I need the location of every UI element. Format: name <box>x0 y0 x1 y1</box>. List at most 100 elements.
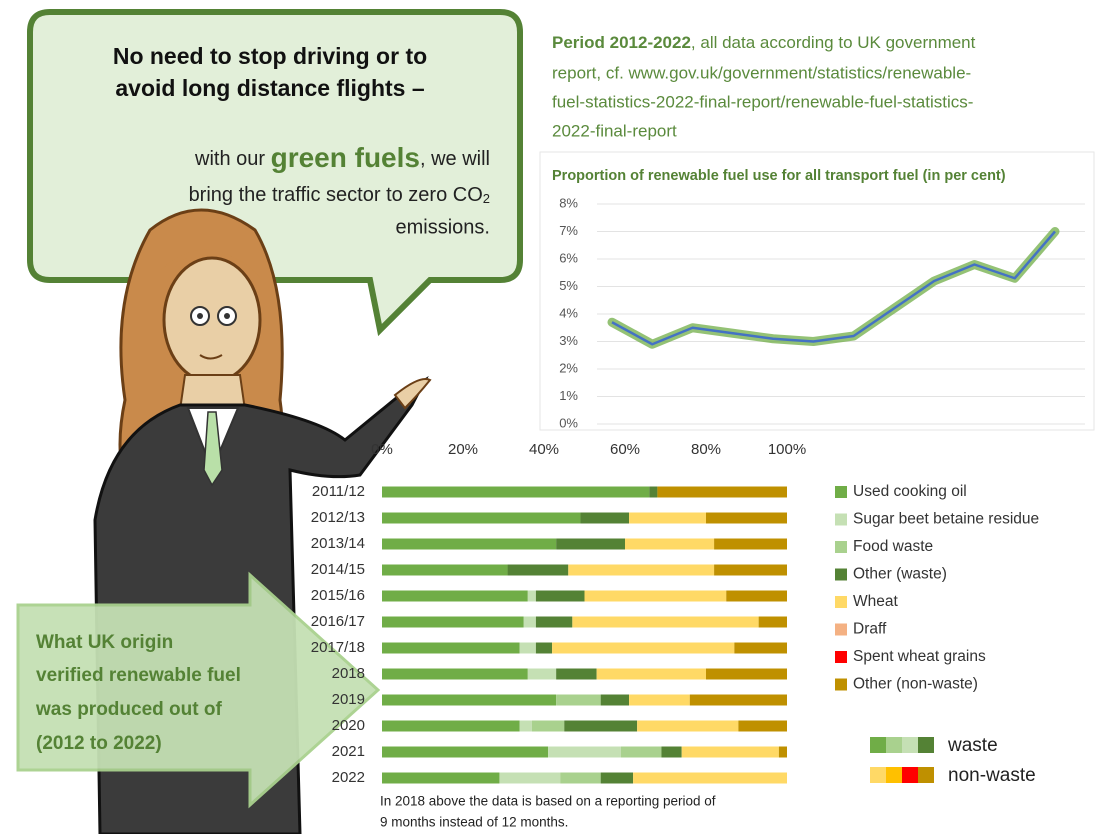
bar-segment <box>536 617 572 628</box>
y-tick-label: 2013/14 <box>311 535 365 552</box>
legend-swatch <box>835 541 847 553</box>
x-tick-label: 40% <box>529 441 559 458</box>
bubble-text: bring the traffic sector to zero CO <box>189 184 483 206</box>
bar-segment <box>601 695 629 706</box>
bar-segment <box>633 773 787 784</box>
bar-segment <box>556 669 597 680</box>
y-tick-label: 2019 <box>332 691 365 708</box>
bar-segment <box>629 695 690 706</box>
note-lead: Period 2012-2022 <box>552 33 691 52</box>
bar-segment <box>382 669 528 680</box>
legend-label: Other (waste) <box>853 566 947 583</box>
bar-segment <box>556 695 601 706</box>
bar-segment <box>706 669 787 680</box>
y-tick-label: 0% <box>559 415 578 430</box>
arrow-text: verified renewable fuel <box>36 665 241 686</box>
legend-label: Sugar beet betaine residue <box>853 511 1039 528</box>
note-text: fuel-statistics-2022-final-report/renewa… <box>552 92 973 111</box>
bar-segment <box>597 669 706 680</box>
y-tick-label: 2022 <box>332 769 365 786</box>
bar-segment <box>382 539 556 550</box>
y-tick-label: 2021 <box>332 743 365 760</box>
y-tick-label: 2014/15 <box>311 561 365 578</box>
y-tick-label: 6% <box>559 250 578 265</box>
bar-segment <box>572 617 758 628</box>
bar-segment <box>738 721 787 732</box>
bar-segment <box>585 591 727 602</box>
bubble-headline: avoid long distance flights – <box>115 75 424 101</box>
bar-segment <box>682 747 779 758</box>
bubble-headline: No need to stop driving or to <box>113 43 427 69</box>
y-tick-label: 4% <box>559 305 578 320</box>
note-text: report, cf. www.gov.uk/government/statis… <box>552 63 971 82</box>
bar-segment <box>580 513 629 524</box>
bar-segment <box>779 747 787 758</box>
bar-segment <box>629 513 706 524</box>
bubble-body: emissions. <box>396 216 490 238</box>
note: Period 2012-2022, all data according to … <box>552 33 976 52</box>
bubble-text: , we will <box>420 148 490 170</box>
key-label: waste <box>947 735 998 756</box>
legend-label: Wheat <box>853 593 898 610</box>
bar-segment <box>706 513 787 524</box>
bubble-text: with our <box>194 148 271 170</box>
bubble-highlight: green fuels <box>271 142 420 173</box>
arrow-text: What UK origin <box>36 632 173 653</box>
x-tick-label: 20% <box>448 441 478 458</box>
waste-key: waste non-waste <box>870 735 1036 786</box>
legend-swatch <box>835 651 847 663</box>
y-tick-label: 2018 <box>332 665 365 682</box>
y-tick-label: 2% <box>559 360 578 375</box>
legend-label: Spent wheat grains <box>853 648 986 665</box>
legend-label: Used cooking oil <box>853 483 967 500</box>
legend-swatch <box>835 596 847 608</box>
y-tick-label: 2011/12 <box>312 483 365 500</box>
bar-segment <box>382 643 520 654</box>
note-text: , all data according to UK government <box>691 33 976 52</box>
bar-segment <box>564 721 637 732</box>
bar-segment <box>661 747 681 758</box>
key-label: non-waste <box>948 765 1036 786</box>
bar-segment <box>382 591 528 602</box>
bar-segment <box>382 617 524 628</box>
bar-segment <box>520 721 532 732</box>
legend-swatch <box>835 624 847 636</box>
bar-segment <box>528 669 556 680</box>
page: No need to stop driving or to avoid long… <box>0 0 1095 834</box>
y-tick-label: 5% <box>559 278 578 293</box>
bar-segment <box>649 487 657 498</box>
bar-segment <box>657 487 787 498</box>
bar-segment <box>528 591 536 602</box>
y-tick-label: 2017/18 <box>311 639 365 656</box>
bar-segment <box>690 695 787 706</box>
x-tick-label: 60% <box>610 441 640 458</box>
bar-segment <box>734 643 787 654</box>
bar-segment <box>382 565 508 576</box>
note-text: 2022-final-report <box>552 121 677 140</box>
arrow-text: (2012 to 2022) <box>36 733 162 754</box>
x-tick-label: 100% <box>768 441 806 458</box>
infographic: No need to stop driving or to avoid long… <box>0 0 1095 834</box>
y-tick-label: 2012/13 <box>311 509 365 526</box>
y-tick-label: 1% <box>559 388 578 403</box>
bar-segment <box>601 773 633 784</box>
chart-frame <box>540 152 1094 430</box>
legend-label: Food waste <box>853 538 933 555</box>
bar-segment <box>520 643 536 654</box>
bar-segment <box>637 721 738 732</box>
footnote: 9 months instead of 12 months. <box>380 815 568 830</box>
bar-segment <box>759 617 787 628</box>
y-tick-label: 2016/17 <box>311 613 365 630</box>
chart-title: Proportion of renewable fuel use for all… <box>552 168 1006 184</box>
footnote: In 2018 above the data is based on a rep… <box>380 794 716 809</box>
y-tick-label: 3% <box>559 333 578 348</box>
bar-segment <box>548 747 621 758</box>
bar-segment <box>714 565 787 576</box>
legend-swatch <box>835 679 847 691</box>
bar-segment <box>524 617 536 628</box>
bar-segment <box>556 539 625 550</box>
bar-segment <box>726 591 787 602</box>
arrow-text: was produced out of <box>35 699 222 720</box>
bar-segment <box>382 487 649 498</box>
bar-segment <box>552 643 734 654</box>
